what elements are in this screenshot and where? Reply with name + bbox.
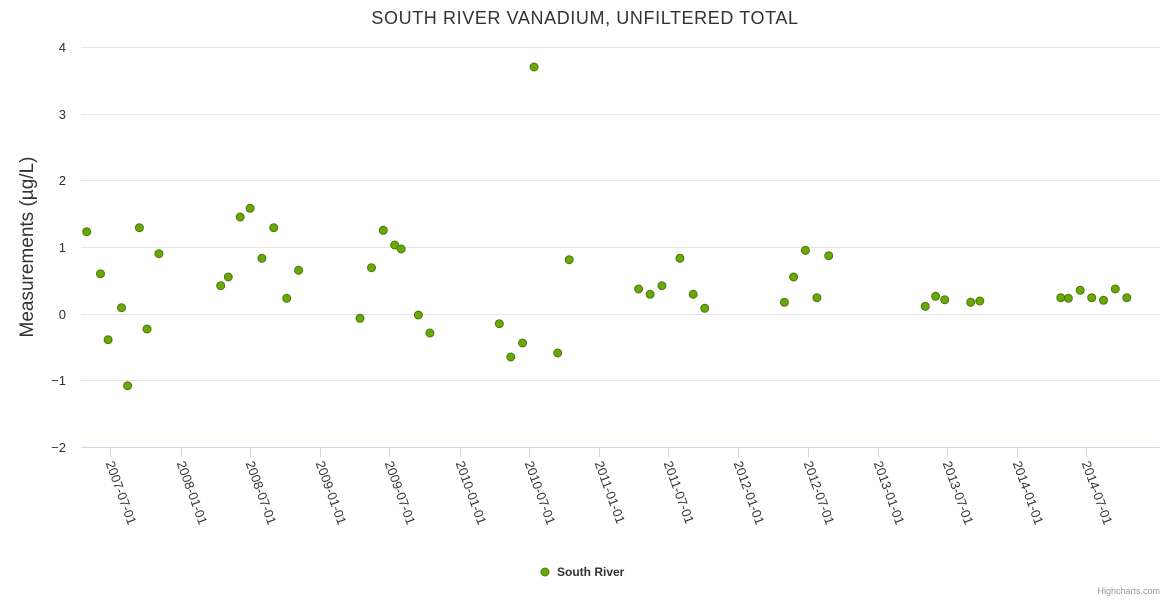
x-tick-label: 2011-07-01: [661, 459, 698, 526]
y-tick-label: −2: [51, 440, 66, 455]
data-point[interactable]: [529, 62, 539, 72]
data-point[interactable]: [553, 348, 563, 358]
chart-title: SOUTH RIVER VANADIUM, UNFILTERED TOTAL: [371, 8, 798, 28]
data-point[interactable]: [396, 244, 406, 254]
data-point[interactable]: [1063, 293, 1073, 303]
data-point[interactable]: [1110, 284, 1120, 294]
y-axis-label: Measurements (µg/L): [17, 157, 38, 338]
y-tick-label: 4: [59, 40, 66, 55]
data-point[interactable]: [96, 269, 105, 279]
x-tick-label: 2012-01-01: [731, 459, 768, 527]
data-point[interactable]: [675, 253, 685, 263]
x-tick-label: 2013-07-01: [940, 459, 977, 527]
y-tick-label: 2: [59, 173, 66, 188]
data-point[interactable]: [142, 324, 152, 334]
data-point[interactable]: [82, 227, 92, 237]
data-point[interactable]: [223, 272, 233, 282]
legend[interactable]: South River: [540, 565, 625, 579]
data-point[interactable]: [975, 296, 985, 306]
y-axis-ticks: −2 −1 0 1 2 3 4: [51, 40, 66, 455]
credits-link[interactable]: Highcharts.com: [1097, 586, 1160, 596]
data-point[interactable]: [123, 381, 133, 391]
data-point[interactable]: [931, 291, 941, 301]
data-point[interactable]: [1099, 295, 1108, 305]
data-point[interactable]: [1122, 293, 1132, 303]
y-tick-label: 3: [59, 107, 66, 122]
data-point[interactable]: [940, 295, 950, 305]
data-point[interactable]: [645, 289, 655, 299]
data-point[interactable]: [700, 303, 710, 313]
x-tick-label: 2012-07-01: [801, 459, 838, 527]
data-point[interactable]: [634, 284, 644, 294]
data-point[interactable]: [235, 212, 245, 222]
y-tick-label: 1: [59, 240, 66, 255]
x-axis-ticks: 2007-07-01 2008-01-01 2008-07-01 2009-01-01…: [103, 447, 1116, 527]
data-point[interactable]: [216, 281, 226, 291]
data-point[interactable]: [1087, 293, 1097, 303]
x-tick-label: 2008-01-01: [174, 459, 211, 527]
data-point[interactable]: [657, 281, 667, 291]
data-point[interactable]: [154, 249, 164, 259]
y-tick-label: 0: [59, 307, 66, 322]
data-point[interactable]: [425, 328, 435, 338]
data-point[interactable]: [282, 293, 292, 303]
data-point[interactable]: [564, 255, 574, 265]
data-point[interactable]: [800, 245, 810, 255]
data-point[interactable]: [390, 240, 400, 250]
data-point[interactable]: [245, 203, 255, 213]
data-point[interactable]: [966, 297, 976, 307]
data-point[interactable]: [518, 338, 528, 348]
data-point[interactable]: [506, 352, 516, 362]
data-point[interactable]: [824, 251, 834, 261]
x-tick-label: 2009-07-01: [382, 459, 419, 527]
x-tick-label: 2014-01-01: [1010, 459, 1047, 527]
x-tick-label: 2009-01-01: [313, 459, 350, 527]
x-tick-label: 2011-01-01: [592, 459, 629, 526]
data-point[interactable]: [378, 225, 388, 235]
legend-item-south-river[interactable]: South River: [557, 565, 625, 579]
data-point[interactable]: [789, 272, 799, 282]
y-tick-label: −1: [51, 373, 66, 388]
data-point[interactable]: [294, 265, 304, 275]
data-point[interactable]: [134, 223, 144, 233]
data-point[interactable]: [812, 293, 822, 303]
x-tick-label: 2014-07-01: [1079, 459, 1116, 527]
x-tick-label: 2008-07-01: [243, 459, 280, 527]
data-point[interactable]: [1056, 293, 1066, 303]
data-point[interactable]: [367, 263, 376, 273]
data-point[interactable]: [920, 301, 930, 311]
data-point[interactable]: [269, 223, 279, 233]
data-point[interactable]: [257, 253, 267, 263]
data-point[interactable]: [688, 289, 698, 299]
data-point[interactable]: [779, 297, 789, 307]
data-point[interactable]: [355, 313, 365, 323]
data-point[interactable]: [103, 335, 113, 345]
data-point[interactable]: [494, 319, 504, 329]
data-point[interactable]: [117, 303, 126, 313]
gridlines: [81, 47, 1160, 381]
x-tick-label: 2013-01-01: [871, 459, 908, 527]
data-point[interactable]: [1075, 285, 1085, 295]
data-point[interactable]: [413, 310, 423, 320]
x-tick-label: 2007-07-01: [103, 459, 140, 527]
x-tick-label: 2010-07-01: [522, 459, 559, 527]
x-tick-label: 2010-01-01: [453, 459, 490, 527]
legend-marker: [540, 567, 550, 577]
series-south-river[interactable]: [82, 62, 1132, 391]
